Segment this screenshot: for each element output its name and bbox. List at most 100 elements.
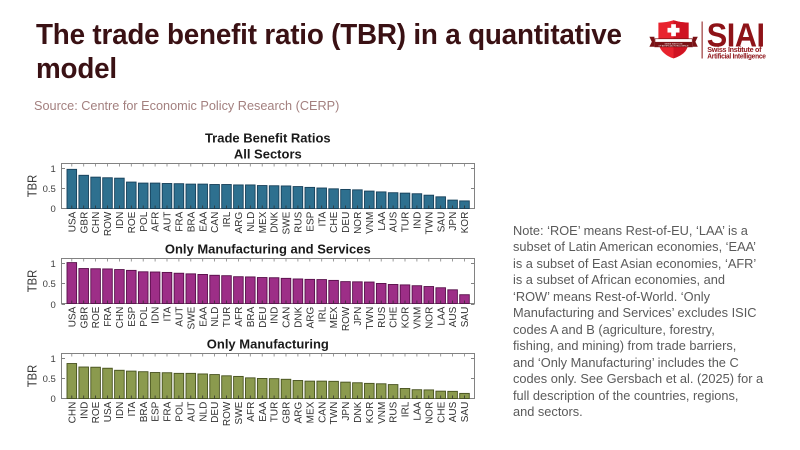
svg-text:All Sectors: All Sectors (234, 147, 302, 162)
svg-text:Only Manufacturing: Only Manufacturing (207, 337, 329, 352)
svg-text:ROW: ROW (341, 306, 352, 331)
svg-text:ROW: ROW (103, 211, 114, 236)
svg-text:DNK: DNK (294, 306, 305, 327)
svg-text:1: 1 (51, 259, 56, 270)
svg-text:1: 1 (51, 164, 56, 175)
svg-text:CHE: CHE (436, 401, 447, 422)
svg-text:MEX: MEX (258, 211, 269, 233)
svg-text:ITA: ITA (127, 401, 138, 416)
svg-text:DEU: DEU (210, 402, 221, 423)
svg-text:TBR: TBR (24, 365, 39, 388)
svg-text:NOR: NOR (424, 307, 435, 329)
svg-text:AFR: AFR (246, 402, 257, 422)
svg-text:JPN: JPN (448, 212, 459, 231)
svg-text:NOR: NOR (353, 212, 364, 234)
svg-text:1: 1 (51, 354, 56, 365)
svg-text:LAA: LAA (377, 211, 388, 230)
svg-text:SAU: SAU (436, 212, 447, 233)
svg-text:ITA: ITA (163, 306, 174, 321)
svg-text:USA: USA (103, 401, 114, 422)
svg-text:ESP: ESP (151, 401, 162, 421)
svg-text:POL: POL (175, 401, 186, 421)
svg-text:NLD: NLD (198, 402, 209, 422)
svg-text:EAA: EAA (198, 306, 209, 326)
svg-text:TUR: TUR (401, 212, 412, 233)
svg-text:TWN: TWN (365, 307, 376, 330)
svg-text:VNM: VNM (365, 212, 376, 234)
svg-text:AFR: AFR (234, 307, 245, 327)
svg-text:TWN: TWN (424, 212, 435, 235)
svg-text:DNK: DNK (270, 211, 281, 232)
svg-text:0.5: 0.5 (43, 374, 56, 385)
svg-text:RUS: RUS (294, 211, 305, 232)
svg-text:IND: IND (270, 307, 281, 324)
svg-text:GBR: GBR (79, 307, 90, 329)
svg-text:IDN: IDN (151, 307, 162, 324)
svg-text:ROE: ROE (91, 306, 102, 328)
svg-text:FRA: FRA (175, 211, 186, 231)
svg-text:SAU: SAU (460, 402, 471, 423)
svg-text:TBR: TBR (24, 270, 39, 293)
svg-text:Swiss Institute of: Swiss Institute of (707, 45, 762, 54)
svg-text:IRL: IRL (401, 401, 412, 417)
svg-text:AUS: AUS (448, 306, 459, 327)
svg-text:CHN: CHN (67, 402, 78, 424)
svg-text:RUS: RUS (377, 306, 388, 327)
svg-text:AUT: AUT (175, 307, 186, 327)
svg-text:ROE: ROE (91, 401, 102, 423)
svg-text:EAA: EAA (198, 211, 209, 231)
svg-text:ESP: ESP (305, 211, 316, 231)
svg-text:IND: IND (413, 212, 424, 229)
svg-text:RUS: RUS (389, 401, 400, 422)
svg-text:GBR: GBR (79, 212, 90, 234)
svg-text:VNM: VNM (377, 402, 388, 424)
svg-text:POL: POL (139, 306, 150, 326)
svg-text:CHN: CHN (91, 212, 102, 234)
svg-text:LAA: LAA (436, 306, 447, 325)
svg-text:IRL: IRL (222, 211, 233, 227)
svg-text:Artificial Intelligence: Artificial Intelligence (707, 53, 766, 60)
svg-text:0: 0 (51, 204, 56, 215)
svg-text:TWN: TWN (329, 402, 340, 425)
svg-text:VNM: VNM (413, 307, 424, 329)
svg-text:CHE: CHE (329, 211, 340, 232)
svg-text:SIAI: SIAI (707, 16, 765, 53)
svg-text:AUS: AUS (389, 211, 400, 232)
svg-text:AUS: AUS (448, 401, 459, 422)
svg-text:ARG: ARG (294, 401, 305, 423)
svg-text:KOR: KOR (401, 307, 412, 329)
svg-text:BRA: BRA (186, 211, 197, 232)
svg-text:JPN: JPN (353, 307, 364, 326)
svg-text:KOR: KOR (365, 402, 376, 424)
svg-text:ARG: ARG (234, 211, 245, 233)
svg-text:EAA: EAA (258, 401, 269, 421)
svg-text:SWE: SWE (186, 306, 197, 329)
svg-text:ROE: ROE (127, 211, 138, 233)
svg-text:TUR: TUR (222, 307, 233, 328)
svg-text:0.5: 0.5 (43, 184, 56, 195)
svg-text:NLD: NLD (210, 307, 221, 327)
svg-text:AUT: AUT (163, 212, 174, 232)
svg-text:IND: IND (79, 402, 90, 419)
svg-text:CAN: CAN (210, 212, 221, 233)
svg-text:CHN: CHN (115, 307, 126, 329)
svg-text:LAA: LAA (413, 401, 424, 420)
svg-text:CHE: CHE (389, 306, 400, 327)
svg-text:TBR: TBR (24, 175, 39, 198)
svg-text:FRA: FRA (163, 401, 174, 421)
svg-text:ROW: ROW (222, 401, 233, 426)
svg-text:NLD: NLD (246, 212, 257, 232)
svg-text:BRA: BRA (246, 306, 257, 327)
svg-text:CAN: CAN (282, 307, 293, 328)
svg-text:USA: USA (67, 306, 78, 327)
svg-text:DEU: DEU (258, 307, 269, 328)
svg-text:ESP: ESP (127, 306, 138, 326)
svg-text:DNK: DNK (353, 401, 364, 422)
svg-text:0.5: 0.5 (43, 279, 56, 290)
svg-text:Trade Benefit Ratios: Trade Benefit Ratios (205, 131, 331, 146)
svg-text:SWE: SWE (234, 401, 245, 424)
svg-text:FRA: FRA (103, 306, 114, 326)
svg-text:0: 0 (51, 300, 56, 311)
svg-text:ARG: ARG (305, 306, 316, 328)
svg-text:IDN: IDN (115, 212, 126, 229)
